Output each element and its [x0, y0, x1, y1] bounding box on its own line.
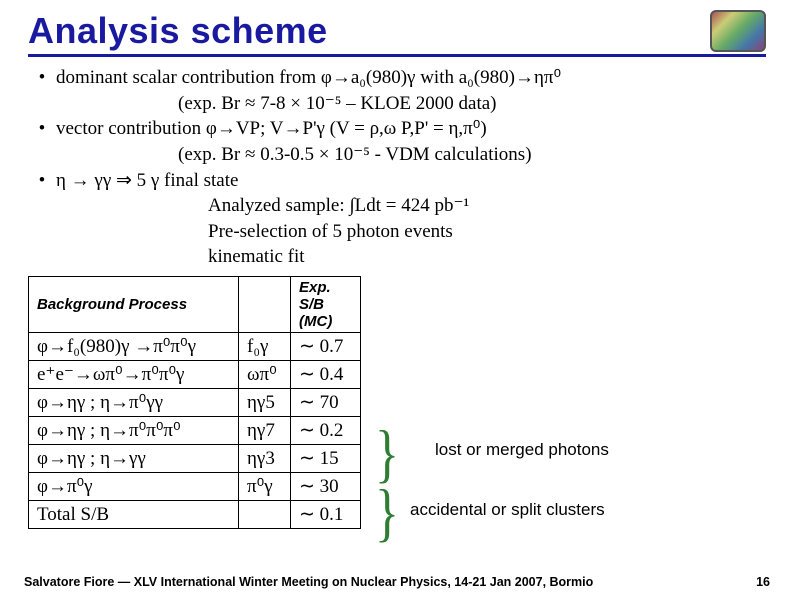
bullet-1-text: dominant scalar contribution from φ→a₀(9… [56, 65, 561, 91]
cell-sb: ∼ 15 [291, 445, 361, 473]
cell-proc: φ→f₀(980)γ →π⁰π⁰γ [29, 333, 239, 361]
cell-proc: φ→ηγ ; η→π⁰γγ [29, 389, 239, 417]
table-header-row: Background Process Exp. S/B (MC) [29, 277, 361, 333]
cell-proc: φ→ηγ ; η→π⁰π⁰π⁰ [29, 417, 239, 445]
bullet-marker: • [28, 65, 56, 91]
page-title: Analysis scheme [28, 10, 328, 52]
table-row: φ→ηγ ; η→π⁰π⁰π⁰ ηγ7 ∼ 0.2 [29, 417, 361, 445]
table-header [239, 277, 291, 333]
cell-sb: ∼ 70 [291, 389, 361, 417]
footer-left: Salvatore Fiore — XLV International Wint… [24, 575, 593, 589]
titlebar: Analysis scheme [28, 10, 766, 52]
cell-sb: ∼ 0.7 [291, 333, 361, 361]
cell-sb: ∼ 0.2 [291, 417, 361, 445]
bullet-list: • dominant scalar contribution from φ→a₀… [28, 65, 766, 270]
bullet-3-text: η → γγ ⇒ 5 γ final state [56, 168, 238, 194]
cell-proc: e⁺e⁻→ωπ⁰→π⁰π⁰γ [29, 361, 239, 389]
table-row: e⁺e⁻→ωπ⁰→π⁰π⁰γ ωπ⁰ ∼ 0.4 [29, 361, 361, 389]
bullet-1: • dominant scalar contribution from φ→a₀… [28, 65, 766, 91]
cell-tag: f₀γ [239, 333, 291, 361]
cell-tag: π⁰γ [239, 473, 291, 501]
footer: Salvatore Fiore — XLV International Wint… [24, 575, 770, 589]
cell-empty [239, 501, 291, 529]
experiment-logo [710, 10, 766, 52]
cell-proc: φ→ηγ ; η→γγ [29, 445, 239, 473]
bullet-2: • vector contribution φ→VP; V→P'γ (V = ρ… [28, 116, 766, 142]
bullet-marker: • [28, 168, 56, 194]
bullet-3-sub3: kinematic fit [208, 244, 766, 270]
table-total-row: Total S/B ∼ 0.1 [29, 501, 361, 529]
table-row: φ→f₀(980)γ →π⁰π⁰γ f₀γ ∼ 0.7 [29, 333, 361, 361]
cell-tag: ηγ7 [239, 417, 291, 445]
bullet-marker: • [28, 116, 56, 142]
bullet-2-sub: (exp. Br ≈ 0.3-0.5 × 10⁻⁵ - VDM calculat… [178, 142, 766, 168]
brace-icon: } [375, 474, 399, 549]
cell-tag: ηγ3 [239, 445, 291, 473]
annotation-1: lost or merged photons [435, 440, 609, 460]
slide: Analysis scheme • dominant scalar contri… [0, 0, 794, 595]
background-table: Background Process Exp. S/B (MC) φ→f₀(98… [28, 276, 361, 529]
bullet-2-text: vector contribution φ→VP; V→P'γ (V = ρ,ω… [56, 116, 487, 142]
cell-proc: φ→π⁰γ [29, 473, 239, 501]
bullet-3-sub1: Analyzed sample: ∫Ldt = 424 pb⁻¹ [208, 193, 766, 219]
cell-sb: ∼ 0.4 [291, 361, 361, 389]
cell-sb: ∼ 30 [291, 473, 361, 501]
table-header: Background Process [29, 277, 239, 333]
table-header: Exp. S/B (MC) [291, 277, 361, 333]
annotation-2: accidental or split clusters [410, 500, 605, 520]
cell-total-sb: ∼ 0.1 [291, 501, 361, 529]
bullet-3-sub2: Pre-selection of 5 photon events [208, 219, 766, 245]
bullet-1-sub: (exp. Br ≈ 7-8 × 10⁻⁵ – KLOE 2000 data) [178, 91, 766, 117]
cell-total-label: Total S/B [29, 501, 239, 529]
cell-tag: ωπ⁰ [239, 361, 291, 389]
cell-tag: ηγ5 [239, 389, 291, 417]
title-rule [28, 54, 766, 57]
table-row: φ→ηγ ; η→π⁰γγ ηγ5 ∼ 70 [29, 389, 361, 417]
bullet-3: • η → γγ ⇒ 5 γ final state [28, 168, 766, 194]
table-row: φ→π⁰γ π⁰γ ∼ 30 [29, 473, 361, 501]
table-row: φ→ηγ ; η→γγ ηγ3 ∼ 15 [29, 445, 361, 473]
footer-page: 16 [756, 575, 770, 589]
